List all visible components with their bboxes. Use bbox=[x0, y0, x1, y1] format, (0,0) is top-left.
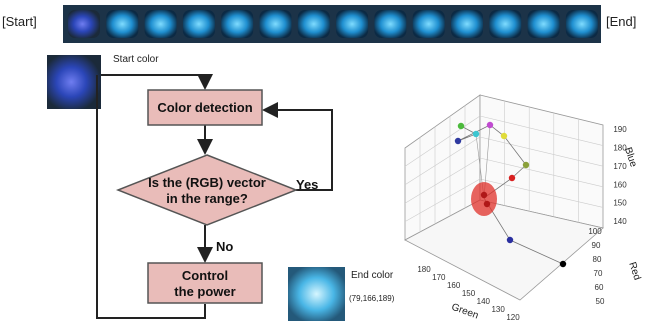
tick-label: 170 bbox=[613, 162, 627, 171]
tick-label: 150 bbox=[613, 199, 627, 208]
tick-label: 70 bbox=[594, 269, 603, 278]
tick-label: 150 bbox=[462, 289, 476, 298]
point bbox=[473, 131, 479, 137]
strip-tile bbox=[451, 10, 483, 38]
axis-label: Red bbox=[626, 261, 642, 282]
strip-tile bbox=[413, 10, 445, 38]
point bbox=[458, 123, 464, 129]
end-color-label: End color bbox=[351, 270, 394, 281]
strip-end-label: [End] bbox=[606, 14, 636, 29]
start-color-label: Start color bbox=[113, 54, 159, 65]
node-label: in the range? bbox=[166, 191, 248, 206]
point bbox=[481, 192, 487, 198]
strip-tile bbox=[68, 10, 100, 38]
strip-tile bbox=[528, 10, 560, 38]
strip-tile bbox=[221, 10, 253, 38]
strip-tile bbox=[183, 10, 215, 38]
point bbox=[560, 261, 566, 267]
figure: [Start] [End] Start color Color detectio… bbox=[0, 0, 652, 321]
end-color-rgb: (79,166,189) bbox=[349, 294, 395, 303]
point bbox=[455, 138, 461, 144]
point bbox=[507, 237, 513, 243]
tick-label: 140 bbox=[477, 297, 491, 306]
tick-label: 130 bbox=[491, 305, 505, 314]
strip-tile bbox=[336, 10, 368, 38]
strip-tile bbox=[260, 10, 292, 38]
tick-label: 90 bbox=[592, 241, 601, 250]
tick-label: 170 bbox=[432, 273, 446, 282]
node-label: the power bbox=[174, 284, 235, 299]
strip-tile bbox=[298, 10, 330, 38]
tick-label: 120 bbox=[506, 313, 520, 321]
tick-label: 140 bbox=[613, 217, 627, 226]
point bbox=[501, 133, 507, 139]
tick-label: 190 bbox=[613, 125, 627, 134]
node-label: Control bbox=[182, 268, 228, 283]
node-label: Color detection bbox=[157, 100, 252, 115]
tick-label: 80 bbox=[593, 255, 602, 264]
tick-label: 160 bbox=[613, 180, 627, 189]
flow-arrow bbox=[101, 75, 205, 88]
tick-label: 60 bbox=[595, 283, 604, 292]
node-label: Is the (RGB) vector bbox=[148, 175, 266, 190]
target-range bbox=[471, 182, 497, 216]
point bbox=[523, 162, 529, 168]
strip-tile bbox=[106, 10, 138, 38]
edge-label: Yes bbox=[296, 177, 318, 192]
start-color-image bbox=[47, 55, 101, 109]
end-color-image bbox=[288, 267, 345, 321]
color-strip bbox=[63, 5, 601, 43]
decision-diamond bbox=[118, 155, 296, 225]
point bbox=[484, 201, 490, 207]
tick-label: 50 bbox=[596, 297, 605, 306]
strip-tile bbox=[145, 10, 177, 38]
axis-label: Green bbox=[450, 302, 480, 321]
strip-tile bbox=[489, 10, 521, 38]
edge-label: No bbox=[216, 239, 233, 254]
strip-start-label: [Start] bbox=[2, 14, 37, 29]
point bbox=[509, 175, 515, 181]
point bbox=[487, 122, 493, 128]
tick-label: 100 bbox=[588, 227, 602, 236]
plot-3d bbox=[405, 95, 603, 300]
strip-tile bbox=[566, 10, 598, 38]
tick-label: 180 bbox=[417, 265, 431, 274]
tick-label: 160 bbox=[447, 281, 461, 290]
strip-tile bbox=[374, 10, 406, 38]
